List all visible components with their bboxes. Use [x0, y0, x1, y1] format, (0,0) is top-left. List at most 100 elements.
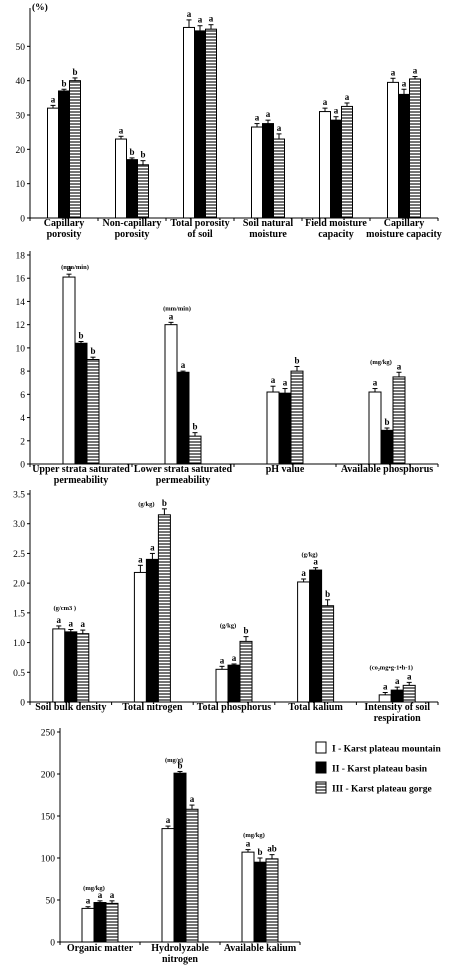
- bar: [266, 391, 280, 465]
- significance-label: a: [413, 66, 418, 76]
- y-tick-label: 250: [41, 729, 56, 739]
- y-tick-label: 0: [20, 215, 25, 225]
- panel-permeability-ph-phosphorus: 0 2 4 6 8 10 12 14 16 18 Upper strata saturated per…: [16, 251, 439, 486]
- category-label: Capillary porosity: [44, 218, 85, 240]
- significance-label: a: [271, 375, 276, 385]
- significance-label: b: [90, 346, 95, 356]
- y-tick-label: 1.0: [13, 639, 25, 649]
- significance-label: a: [313, 557, 318, 567]
- bar: [227, 664, 241, 703]
- bar: [176, 371, 190, 465]
- category-label: Total nitrogen: [122, 702, 183, 713]
- category-label: Total phosphorus: [197, 702, 271, 713]
- legend-label: II - Karst plateau basin: [332, 765, 428, 775]
- category-label: pH value: [266, 464, 305, 475]
- bar: [253, 861, 267, 943]
- y-tick-label: 150: [41, 813, 56, 823]
- y-tick-label: 200: [41, 771, 56, 781]
- bar: [402, 684, 416, 703]
- bar: [321, 605, 335, 703]
- bar: [164, 324, 178, 465]
- bar: [133, 571, 147, 703]
- bar: [387, 81, 399, 219]
- bar: [58, 90, 70, 219]
- bar: [145, 558, 159, 703]
- significance-label: a: [181, 360, 186, 370]
- significance-label: a: [67, 263, 72, 273]
- unit-annotation: (mg/kg): [83, 885, 105, 892]
- significance-label: a: [198, 15, 203, 25]
- bar: [297, 581, 311, 703]
- significance-label: a: [383, 681, 388, 691]
- significance-label: a: [190, 794, 195, 804]
- bar: [265, 858, 279, 943]
- bar: [251, 126, 263, 219]
- significance-label: a: [81, 619, 86, 629]
- significance-label: b: [177, 760, 182, 770]
- category-label: Intensity of soil respiration: [364, 702, 430, 724]
- significance-label: a: [395, 676, 400, 686]
- significance-label: a: [345, 92, 350, 102]
- category-label: Soil bulk density: [35, 702, 106, 713]
- significance-label: a: [407, 671, 412, 681]
- y-tick-label: 16: [16, 275, 26, 285]
- bar: [62, 276, 76, 465]
- significance-label: b: [61, 78, 66, 88]
- y-tick-label: 40: [16, 77, 26, 87]
- significance-label: b: [257, 847, 262, 857]
- significance-label: b: [294, 355, 299, 365]
- y-tick-label: 0.5: [13, 669, 25, 679]
- bar: [390, 689, 404, 703]
- bar: [157, 514, 171, 703]
- y-axis-label: (%): [32, 2, 48, 13]
- bar: [137, 164, 149, 219]
- category-label: Upper strata saturated permeability: [32, 464, 130, 486]
- significance-label: b: [384, 417, 389, 427]
- bar: [69, 80, 81, 219]
- y-tick-label: 10: [16, 180, 26, 190]
- significance-label: b: [129, 147, 134, 157]
- bar: [380, 429, 394, 465]
- y-tick-label: 30: [16, 112, 26, 122]
- bar: [239, 640, 253, 703]
- significance-label: a: [334, 106, 339, 116]
- unit-annotation: (mm/min): [163, 306, 191, 313]
- bar: [47, 107, 59, 219]
- significance-label: b: [192, 422, 197, 432]
- category-label: Lower strata saturated permeability: [134, 464, 233, 486]
- bar: [185, 808, 199, 943]
- significance-label: a: [391, 67, 396, 77]
- significance-label: a: [169, 311, 174, 321]
- category-label: Organic matter: [67, 943, 134, 954]
- significance-label: b: [243, 626, 248, 636]
- y-tick-label: 50: [46, 897, 56, 907]
- significance-label: a: [138, 554, 143, 564]
- legend-swatch: [315, 781, 327, 794]
- bar: [93, 902, 107, 943]
- bar: [74, 342, 88, 465]
- significance-label: b: [325, 589, 330, 599]
- bar: [273, 138, 285, 219]
- bar: [105, 902, 119, 943]
- category-label: Total porosity of soil: [170, 218, 229, 240]
- y-tick-label: 2: [20, 437, 25, 447]
- legend-label: III - Karst plateau gorge: [332, 785, 432, 795]
- y-tick-label: 0: [50, 939, 55, 949]
- significance-label: a: [277, 123, 282, 133]
- bar: [173, 772, 187, 943]
- y-tick-label: 10: [16, 344, 26, 354]
- y-tick-label: 20: [16, 146, 26, 156]
- bar: [86, 359, 100, 465]
- bar: [290, 370, 304, 465]
- bar: [262, 123, 274, 219]
- significance-label: a: [266, 109, 271, 119]
- y-tick-label: 18: [16, 252, 26, 262]
- bar: [398, 93, 410, 219]
- significance-label: a: [166, 815, 171, 825]
- significance-label: a: [246, 839, 251, 849]
- bar: [115, 138, 127, 219]
- y-tick-label: 1.5: [13, 609, 25, 619]
- y-tick-label: 8: [20, 368, 25, 378]
- significance-label: a: [301, 568, 306, 578]
